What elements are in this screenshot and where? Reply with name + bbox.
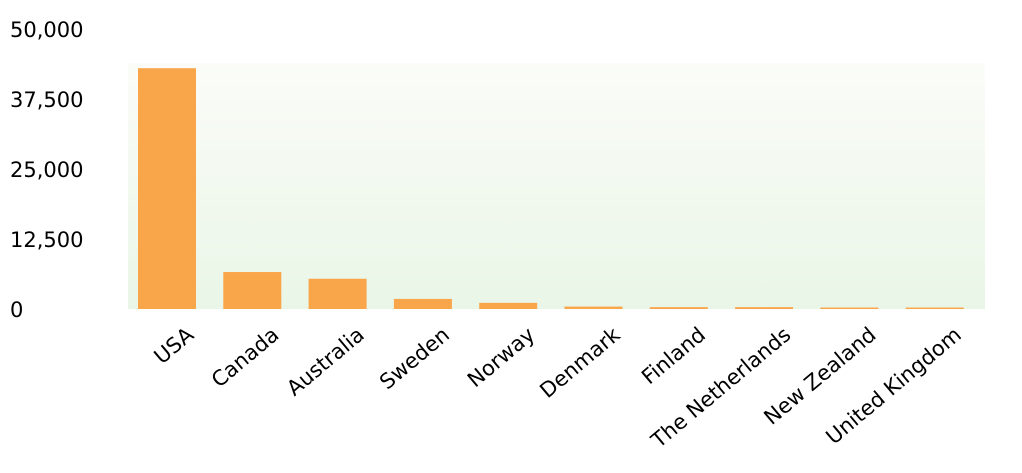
bar-new-zealand [820,307,879,310]
y-tick-label: 50,000 [10,18,83,42]
bar-sweden [393,298,452,309]
bar-norway [479,302,538,309]
x-tick-label: Australia [282,322,369,400]
bars-group [138,68,964,310]
y-tick-label: 37,500 [10,88,83,112]
bar-the-netherlands [735,307,794,309]
x-tick-label: USA [149,322,198,369]
x-tick-label: Finland [637,322,710,389]
y-tick-label: 25,000 [10,158,83,182]
bar-united-kingdom [905,307,964,310]
bar-canada [223,272,282,309]
bar-australia [308,278,367,309]
y-tick-label: 0 [10,298,23,322]
x-tick-label: Canada [207,322,284,392]
bar-finland [649,307,708,309]
x-tick-label: Norway [463,322,539,392]
y-tick-label: 12,500 [10,228,83,252]
x-tick-label: Denmark [535,322,625,403]
x-tick-label: Sweden [375,322,454,394]
plot-background [128,63,985,309]
y-axis-tick-labels: 0 12,500 25,000 37,500 50,000 [10,18,83,322]
x-tick-label: The Netherlands [646,322,795,453]
bar-usa [138,68,196,309]
bar-denmark [564,306,623,309]
